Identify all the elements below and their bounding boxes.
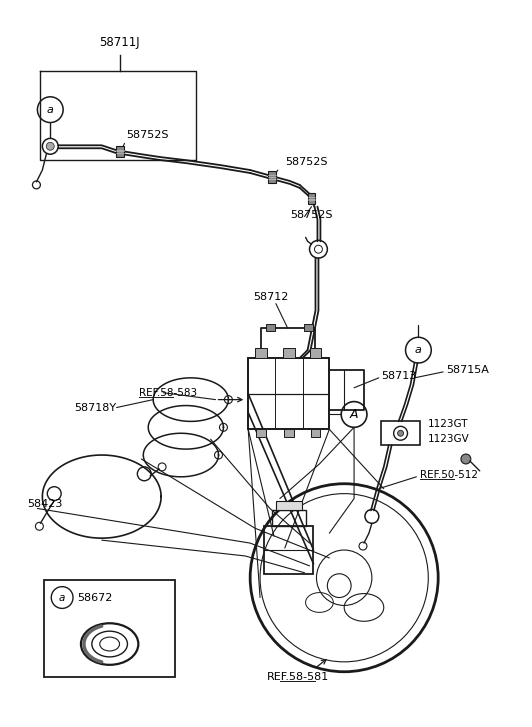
Bar: [272, 510, 305, 526]
Bar: [44, 579, 175, 677]
Bar: [304, 324, 312, 332]
Text: 58752S: 58752S: [285, 157, 327, 167]
Text: REF.58-581: REF.58-581: [267, 672, 329, 682]
Text: 1123GV: 1123GV: [428, 434, 470, 444]
Bar: [276, 501, 302, 510]
Text: 58712: 58712: [253, 292, 288, 302]
Text: 58423: 58423: [28, 499, 63, 508]
Text: 58752S: 58752S: [127, 130, 169, 140]
Bar: [311, 430, 320, 437]
Text: 58752S: 58752S: [290, 209, 332, 220]
Text: a: a: [47, 105, 54, 115]
Circle shape: [46, 142, 54, 150]
Bar: [266, 324, 275, 332]
Text: 1123GT: 1123GT: [428, 419, 469, 430]
Text: 58672: 58672: [77, 593, 112, 603]
Bar: [310, 348, 321, 358]
Bar: [264, 526, 313, 574]
Circle shape: [461, 454, 471, 464]
Bar: [115, 145, 123, 157]
Circle shape: [397, 430, 404, 436]
Text: 58713: 58713: [381, 371, 416, 381]
Bar: [248, 358, 329, 430]
Text: REF.50-512: REF.50-512: [420, 470, 478, 480]
Bar: [381, 422, 420, 445]
Text: 58711J: 58711J: [99, 36, 140, 49]
Bar: [307, 193, 315, 204]
Bar: [283, 348, 295, 358]
Bar: [255, 348, 267, 358]
Bar: [268, 172, 276, 182]
Text: a: a: [415, 345, 422, 356]
Text: REF.58-583: REF.58-583: [139, 387, 197, 398]
Text: A: A: [350, 408, 359, 421]
Bar: [284, 430, 294, 437]
Text: 58715A: 58715A: [446, 365, 489, 375]
Text: a: a: [59, 593, 65, 603]
Bar: [256, 430, 266, 437]
Text: 58718Y: 58718Y: [74, 403, 116, 412]
